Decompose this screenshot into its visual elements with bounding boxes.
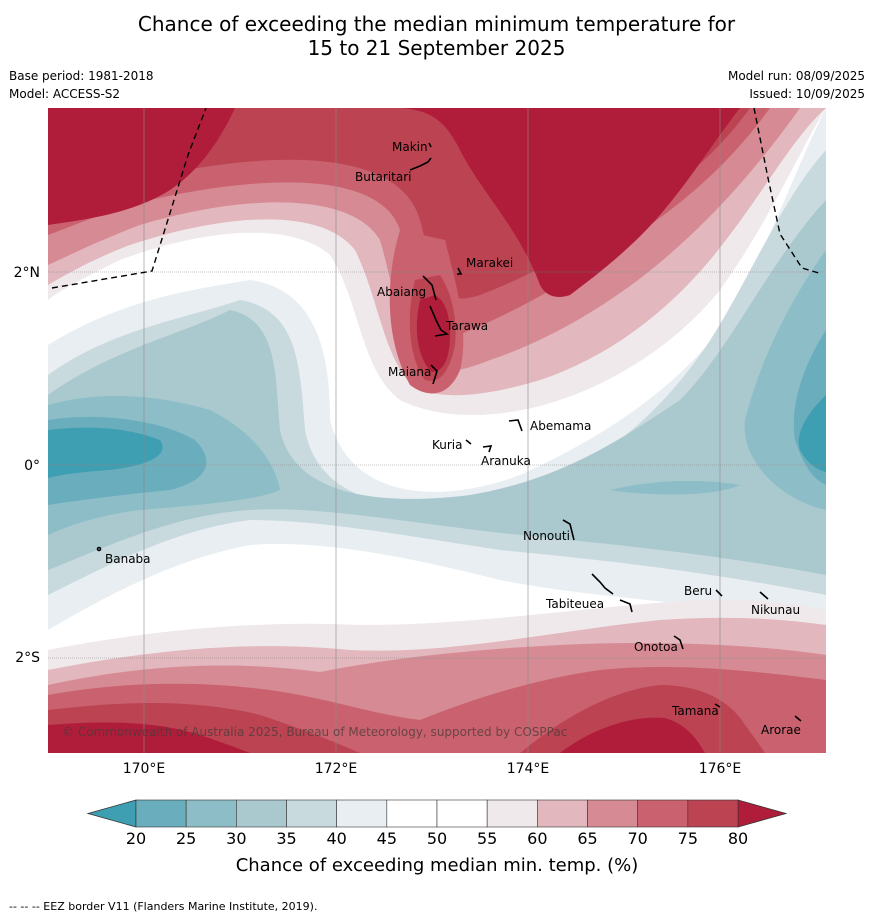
base-period-label: Base period: 1981-2018 [9,69,154,83]
label-banaba: Banaba [105,552,151,566]
colorbar-tick-label: 45 [377,829,397,848]
island-beru [715,589,723,597]
label-marakei: Marakei [466,256,513,270]
island-tarawa [429,305,450,337]
colorbar-tick-label: 35 [276,829,296,848]
issued-label: Issued: 10/09/2025 [749,87,865,101]
colorbar-segment [436,799,488,828]
lon-tick-174e: 174°E [507,761,550,777]
contour-above80-south [48,722,250,753]
colorbar-segment [185,799,237,828]
colorbar-segment [236,799,287,828]
map-title-line1: Chance of exceeding the median minimum t… [137,12,736,36]
label-maiana: Maiana [388,365,431,379]
island-maiana [430,364,438,385]
island-makin [428,142,432,148]
colorbar: 20 25 30 35 40 45 50 55 60 65 70 75 80 Chance of exc… [86,799,788,876]
model-run-label: Model run: 08/09/2025 [727,69,865,83]
island-nikunau [759,591,769,600]
colorbar-segment [135,799,187,828]
label-abaiang: Abaiang [377,285,426,299]
contour-below20-east [798,395,826,472]
colorbar-segment [486,799,538,828]
colorbar-extend-below [86,799,137,828]
graticule [48,108,826,753]
lon-tick-170e: 170°E [123,761,166,777]
model-label: Model: ACCESS-S2 [9,87,121,101]
colorbar-tick-label: 20 [126,829,146,848]
label-aranuka: Aranuka [481,454,531,468]
label-tamana: Tamana [671,704,719,718]
lat-tick-2n: 2°N [14,265,40,281]
eez-border [51,108,823,289]
island-kuria [465,439,472,445]
colorbar-segment [587,799,638,828]
colorbar-tick-label: 80 [728,829,748,848]
lon-tick-176e: 176°E [699,761,742,777]
colorbar-extend-above [737,799,788,828]
islands [96,142,802,722]
label-makin: Makin [392,140,428,154]
contour-above80-south-east [560,717,705,753]
label-abemama: Abemama [530,419,591,433]
eez-border-west [51,108,207,289]
colorbar-tick-label: 65 [577,829,597,848]
island-tabiteuea-north [591,573,614,595]
island-arorae [794,715,802,722]
island-banaba [96,546,102,552]
colorbar-tick-label: 25 [176,829,196,848]
island-nonouti [562,519,575,541]
colorbar-title: Chance of exceeding median min. temp. (%… [236,855,639,876]
colorbar-tick-label: 50 [427,829,447,848]
map-title-line2: 15 to 21 September 2025 [307,36,566,60]
contour-below20 [48,427,163,478]
island-butaritari [409,157,432,171]
lat-tick-0: 0° [24,458,40,474]
map-title: Chance of exceeding the median minimum t… [0,12,873,60]
colorbar-tick-label: 55 [477,829,497,848]
contour-above80-north [48,108,740,297]
label-onotoa: Onotoa [634,640,678,654]
lat-tick-2s: 2°S [15,650,40,666]
colorbar-ticks: 20 25 30 35 40 45 50 55 60 65 70 75 80 [126,829,748,848]
eez-footnote: -- -- -- EEZ border V11 (Flanders Marine… [9,900,318,913]
label-butaritari: Butaritari [355,170,412,184]
probability-field: Makin Butaritari Marakei Abaiang Tarawa … [48,108,826,753]
colorbar-segment [336,799,388,828]
label-beru: Beru [684,584,712,598]
colorbar-segment [537,799,588,828]
island-onotoa [673,635,684,650]
label-arorae: Arorae [761,723,801,737]
contour-above80-nw [48,108,235,225]
island-abaiang [422,275,437,301]
island-aranuka [482,445,493,453]
colorbar-tick-label: 70 [627,829,647,848]
contour-tarawa-core [416,295,450,372]
colorbar-tick-label: 75 [678,829,698,848]
colorbar-segment [637,799,689,828]
colorbar-segment [386,799,438,828]
label-kuria: Kuria [432,438,463,452]
lon-tick-172e: 172°E [315,761,358,777]
label-nonouti: Nonouti [523,529,570,543]
colorbar-segment [687,799,739,828]
colorbar-tick-label: 60 [527,829,547,848]
island-marakei [457,267,463,275]
colorbar-segments [135,799,739,828]
label-tarawa: Tarawa [445,319,488,333]
island-tabiteuea-south [619,599,633,613]
colorbar-segment [286,799,337,828]
island-tamana [714,703,721,708]
island-abemama [508,419,523,432]
label-nikunau: Nikunau [751,603,800,617]
colorbar-tick-label: 30 [226,829,246,848]
colorbar-tick-label: 40 [326,829,346,848]
contour-25-mid [610,480,740,495]
label-tabiteuea: Tabiteuea [545,597,604,611]
copyright-notice: © Commonwealth of Australia 2025, Bureau… [62,725,567,739]
